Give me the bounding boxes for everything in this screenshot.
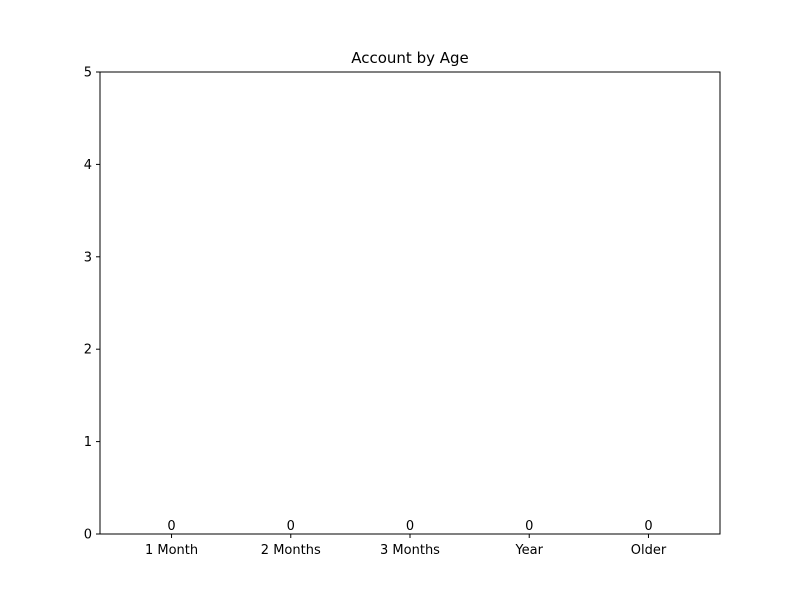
- y-tick-label: 5: [84, 66, 92, 81]
- data-label: 0: [287, 519, 295, 534]
- data-label: 0: [167, 519, 175, 534]
- x-tick-label: 3 Months: [380, 543, 440, 558]
- x-tick-label: 1 Month: [145, 543, 198, 558]
- data-label: 0: [525, 519, 533, 534]
- x-tick-label: Year: [514, 543, 543, 558]
- y-axis: 0 1 2 3 4 5: [84, 66, 100, 543]
- y-tick-label: 2: [84, 343, 92, 358]
- y-tick-label: 3: [84, 250, 92, 265]
- x-axis: 1 Month 2 Months 3 Months Year Older: [145, 534, 667, 558]
- y-tick-label: 0: [84, 528, 92, 543]
- x-tick-label: Older: [631, 543, 667, 558]
- y-tick-label: 1: [84, 435, 92, 450]
- data-label: 0: [406, 519, 414, 534]
- chart-title: Account by Age: [351, 49, 469, 67]
- y-tick-label: 4: [84, 158, 92, 173]
- data-label: 0: [644, 519, 652, 534]
- data-labels: 0 0 0 0 0: [167, 519, 652, 534]
- plot-area: [99, 71, 721, 535]
- x-tick-label: 2 Months: [261, 543, 321, 558]
